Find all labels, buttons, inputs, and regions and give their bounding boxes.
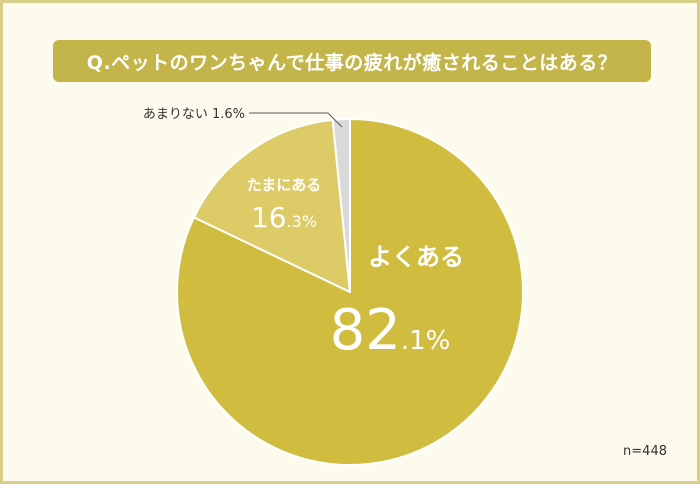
slice-value-tamaniaru: 16.3% [251,201,317,234]
slice-label-yokuaru: よくある [368,243,464,271]
callout-leader-line [249,112,343,128]
slice-value-tamaniaru-int: 16 [251,201,287,234]
slice-value-yokuaru-int: 82 [330,298,401,363]
slice-value-yokuaru-dec: .1% [401,326,451,356]
slice-value-tamaniaru-dec: .3% [287,212,317,231]
slice-label-tamaniaru: たまにある [247,176,322,194]
slice-label-amarinai: あまりない 1.6% [143,107,245,122]
slice-tamaniaru [192,118,351,293]
pie-slices [176,117,524,466]
chart-title: Q.ペットのワンちゃんで仕事の疲れが癒されることはある？ [53,40,651,82]
pie-chart: よくある 82.1% たまにある 16.3% あまりない 1.6% [143,107,524,466]
pie-labels: よくある 82.1% たまにある 16.3% あまりない 1.6% [143,107,464,363]
slice-value-yokuaru: 82.1% [330,298,451,363]
sample-size: n=448 [623,444,667,459]
slice-amarinai [331,117,351,293]
